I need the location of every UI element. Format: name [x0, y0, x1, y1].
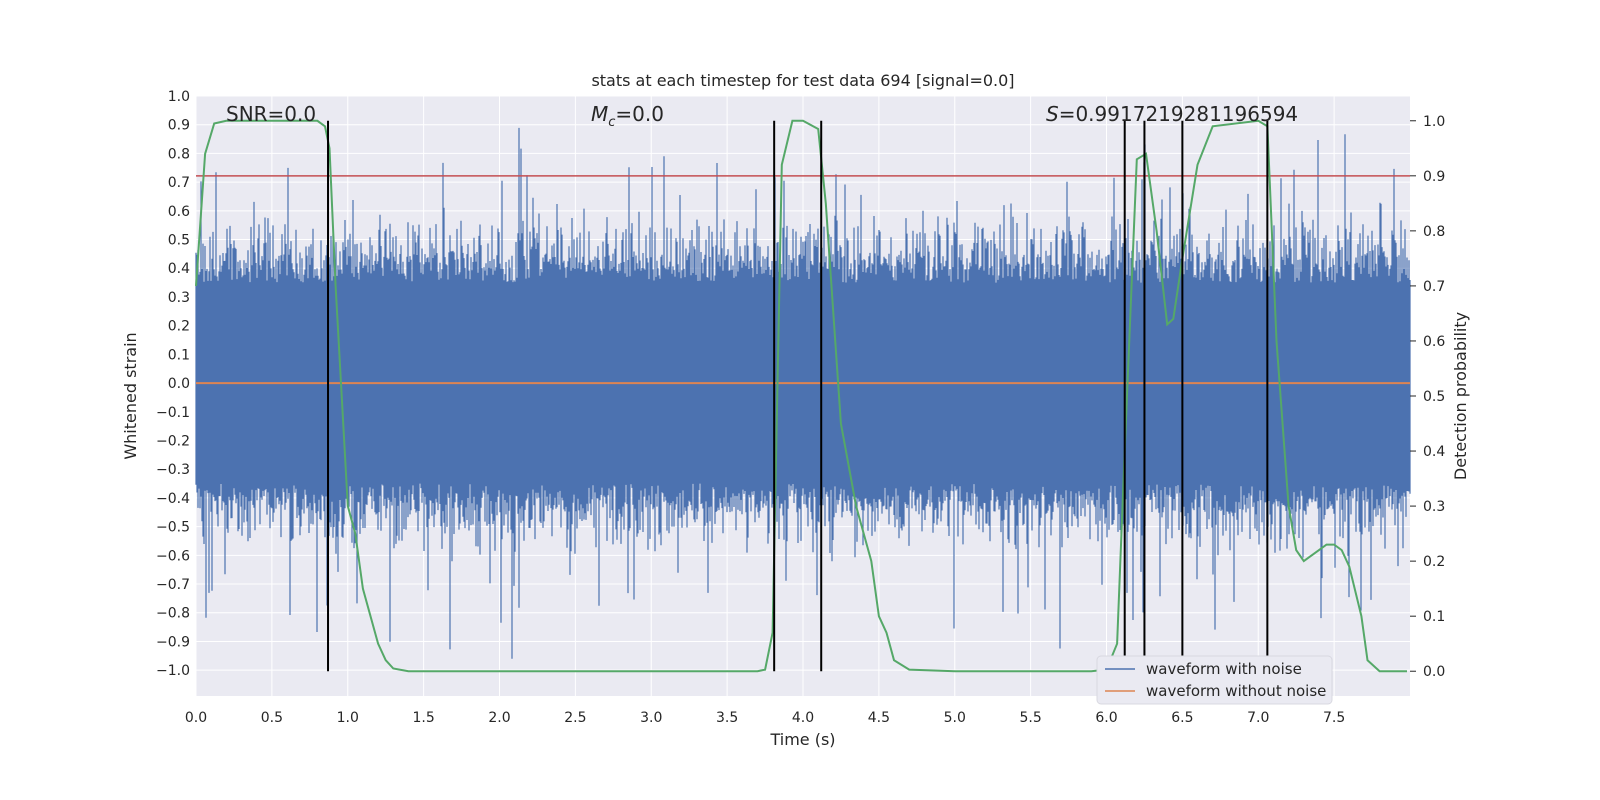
y2-tick-label: 0.0	[1423, 664, 1445, 680]
x-tick-label: 4.5	[868, 710, 890, 726]
y2-tick-label: 1.0	[1423, 114, 1445, 130]
y2-axis-label: Detection probability	[1451, 312, 1470, 480]
x-tick-label: 0.0	[185, 710, 207, 726]
y-tick-label: −0.7	[156, 577, 190, 593]
y2-tick-label: 0.6	[1423, 334, 1445, 350]
x-tick-label: 6.0	[1095, 710, 1117, 726]
detection-probability-line	[195, 119, 1407, 673]
x-tick-label: 7.0	[1247, 710, 1269, 726]
score-annotation: S=0.9917219281196594	[1046, 102, 1298, 126]
y-tick-label: −0.2	[156, 433, 190, 449]
y-tick-label: −0.6	[156, 548, 190, 564]
y-tick-label: −0.9	[156, 634, 190, 650]
x-tick-label: 4.0	[792, 710, 814, 726]
x-tick-label: 1.5	[412, 710, 434, 726]
x-tick-label: 7.5	[1323, 710, 1345, 726]
legend: waveform with noise waveform without noi…	[1096, 655, 1333, 705]
y-tick-label: −0.8	[156, 606, 190, 622]
mc-subscript: c	[608, 115, 615, 130]
y2-tick-label: 0.3	[1423, 499, 1445, 515]
s-symbol: S	[1046, 102, 1059, 126]
legend-label-clean: waveform without noise	[1146, 682, 1326, 700]
y-tick-label: −1.0	[156, 663, 190, 679]
y2-tick-label: 0.4	[1423, 444, 1445, 460]
y-tick-label: 0.3	[168, 290, 190, 306]
y-tick-label: 0.7	[168, 175, 190, 191]
y-tick-label: 0.2	[168, 319, 190, 335]
y-tick-label: 0.6	[168, 204, 190, 220]
chirp-mass-annotation: Mc=0.0	[591, 102, 664, 130]
x-tick-label: 5.5	[1019, 710, 1041, 726]
y-tick-label: 1.0	[168, 89, 190, 105]
y2-tick-label: 0.7	[1423, 279, 1445, 295]
x-tick-label: 5.0	[944, 710, 966, 726]
chart-title: stats at each timestep for test data 694…	[591, 71, 1014, 90]
axes: 0.0 0.5 1.0 1.5 2.0 2.5 3.0 3.5 4.0 4.5 5.0 5.5 6.0 6…	[156, 89, 1445, 726]
y-tick-label: −0.5	[156, 520, 190, 536]
y-tick-label: −0.3	[156, 462, 190, 478]
mc-value: =0.0	[615, 102, 664, 126]
x-tick-label: 3.5	[716, 710, 738, 726]
y2-tick-label: 0.5	[1423, 389, 1445, 405]
x-axis-label: Time (s)	[769, 730, 835, 749]
y-axis-label: Whitened strain	[121, 332, 140, 459]
y-tick-label: −0.4	[156, 491, 190, 507]
x-tick-label: 2.0	[488, 710, 510, 726]
y-tick-label: 0.1	[168, 347, 190, 363]
x-tick-label: 6.5	[1171, 710, 1193, 726]
y2-tick-label: 0.9	[1423, 169, 1445, 185]
y2-tick-label: 0.1	[1423, 609, 1445, 625]
x-tick-label: 1.0	[337, 710, 359, 726]
y-tick-label: 0.4	[168, 261, 190, 277]
overlay-series	[195, 119, 1410, 673]
x-tick-label: 0.5	[261, 710, 283, 726]
x-tick-label: 3.0	[640, 710, 662, 726]
y2-tick-label: 0.2	[1423, 554, 1445, 570]
y-tick-label: 0.0	[168, 376, 190, 392]
legend-box	[1096, 655, 1333, 705]
s-value: =0.9917219281196594	[1059, 102, 1298, 126]
snr-annotation: SNR=0.0	[226, 102, 316, 126]
y2-tick-label: 0.8	[1423, 224, 1445, 240]
y-tick-label: 0.9	[168, 118, 190, 134]
mc-symbol: M	[591, 102, 608, 126]
legend-label-noise: waveform with noise	[1146, 660, 1302, 678]
y-tick-label: 0.5	[168, 233, 190, 249]
y-tick-label: −0.1	[156, 405, 190, 421]
x-tick-label: 2.5	[564, 710, 586, 726]
y-tick-label: 0.8	[168, 146, 190, 162]
